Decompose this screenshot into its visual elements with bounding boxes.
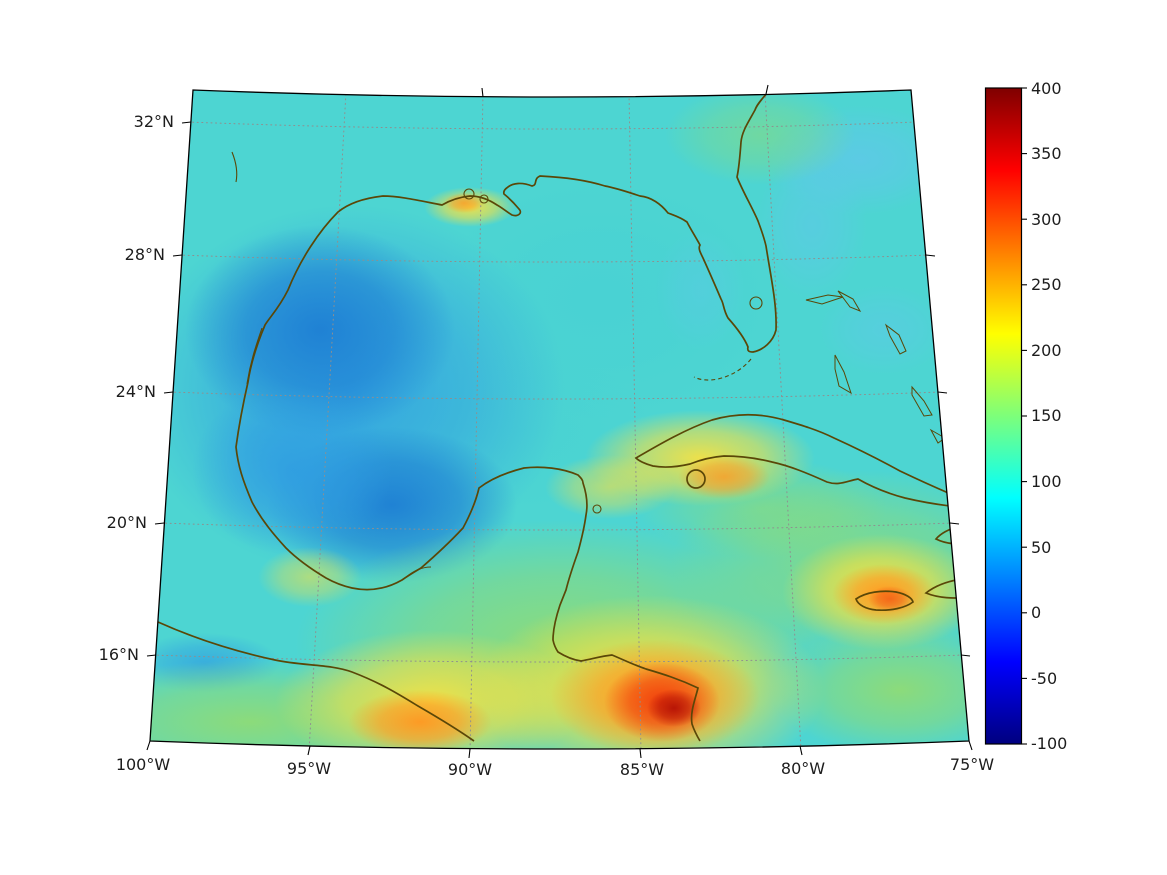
map-frame	[149, 89, 970, 750]
right-ticks	[925, 254, 971, 657]
x-tick	[799, 745, 803, 756]
x-tick-label: 90°W	[448, 760, 492, 779]
right-tick	[925, 254, 936, 257]
y-axis-ticks	[146, 121, 192, 657]
y-tick	[172, 254, 183, 257]
coastline-florida-keys	[693, 358, 752, 381]
coastline-abaco	[837, 290, 862, 313]
y-tick	[154, 522, 165, 525]
gridline-meridian-90w	[469, 92, 484, 749]
colorbar-ticks	[1021, 87, 1027, 745]
top-ticks	[481, 84, 769, 98]
x-axis-labels: 100°W 95°W 90°W 85°W 80°W 75°W	[116, 755, 994, 779]
field-region	[348, 690, 492, 749]
y-tick-label: 24°N	[116, 382, 156, 401]
field-region	[192, 385, 392, 555]
colorbar: 400 350 300 250 200 150 100 50 0 -50 -10…	[984, 79, 1067, 753]
x-tick-label: 95°W	[287, 759, 331, 778]
x-tick	[307, 745, 311, 756]
texas-river	[231, 151, 238, 183]
coastline-cuba	[634, 413, 969, 509]
right-tick	[937, 391, 948, 394]
top-tick	[481, 87, 484, 98]
y-tick	[163, 391, 174, 394]
field-region	[868, 586, 912, 612]
colorbar-tick-label: 0	[1031, 603, 1041, 622]
colorbar-gradient	[985, 88, 1022, 744]
field-region-maximum-core	[647, 689, 701, 727]
x-tick-label: 80°W	[781, 759, 825, 778]
louisiana-lake	[463, 188, 475, 200]
x-tick-label: 75°W	[950, 755, 994, 774]
field-region	[444, 193, 484, 213]
x-tick	[639, 748, 642, 759]
gridline-parallel-32n	[187, 121, 918, 130]
x-tick-label: 100°W	[116, 755, 171, 774]
colorbar-tick-label: 250	[1031, 275, 1062, 294]
right-tick	[960, 654, 971, 657]
gridline-parallel-28n	[178, 254, 930, 263]
coastline-bahama-cay	[929, 428, 946, 444]
colorbar-tick-label: 100	[1031, 472, 1062, 491]
field-region	[258, 547, 362, 607]
field-region	[757, 150, 867, 300]
right-tick	[949, 522, 960, 525]
field-region	[545, 455, 675, 519]
field-region-low-core	[185, 225, 455, 435]
y-tick-label: 28°N	[125, 245, 165, 264]
field-region	[678, 455, 770, 499]
gridline-meridian-95w	[308, 91, 347, 749]
y-axis-labels: 32°N 28°N 24°N 20°N 16°N	[99, 112, 174, 664]
y-tick	[146, 654, 157, 657]
coastlines	[157, 91, 969, 742]
x-tick	[968, 740, 973, 751]
colorbar-tick-label: 300	[1031, 210, 1062, 229]
colorbar-tick-label: 200	[1031, 341, 1062, 360]
colorbar-tick-label: 350	[1031, 144, 1062, 163]
y-tick-label: 16°N	[99, 645, 139, 664]
coastline-andros	[834, 354, 852, 395]
colorbar-tick-label: 50	[1031, 538, 1051, 557]
coastline-pacific-mexico	[157, 621, 475, 742]
x-tick	[146, 740, 151, 751]
coastline-long-island-bahamas	[911, 385, 933, 417]
gridline-parallel-20n	[160, 522, 954, 531]
gridline-parallel-24n	[169, 391, 942, 400]
coastline-texas-lagoon	[246, 327, 263, 385]
colorbar-tick-label: 400	[1031, 79, 1062, 98]
cozumel-island	[592, 504, 602, 514]
field-region	[655, 230, 745, 350]
gridline-meridian-85w	[628, 92, 642, 749]
y-tick-label: 32°N	[134, 112, 174, 131]
colorbar-labels: 400 350 300 250 200 150 100 50 0 -50 -10…	[1031, 79, 1067, 753]
louisiana-lake	[479, 194, 489, 204]
colorbar-tick-label: -50	[1031, 669, 1057, 688]
field-layer	[150, 90, 969, 749]
x-tick-label: 85°W	[620, 760, 664, 779]
y-tick	[181, 121, 192, 124]
x-axis-ticks	[146, 740, 973, 759]
coastline-bahama-cay	[947, 450, 962, 464]
top-tick	[765, 84, 769, 95]
terminos-lagoon	[404, 566, 432, 579]
coastline-isle-of-youth	[686, 469, 706, 489]
colorbar-tick-label: -100	[1031, 734, 1067, 753]
y-tick-label: 20°N	[107, 513, 147, 532]
lake-okeechobee	[749, 296, 763, 310]
coastline-eleuthera	[884, 323, 907, 355]
x-tick	[468, 748, 471, 759]
coastline-north-america	[235, 91, 777, 742]
field-region	[665, 90, 855, 185]
colorbar-tick-label: 150	[1031, 406, 1062, 425]
coastline-jamaica	[854, 590, 914, 612]
